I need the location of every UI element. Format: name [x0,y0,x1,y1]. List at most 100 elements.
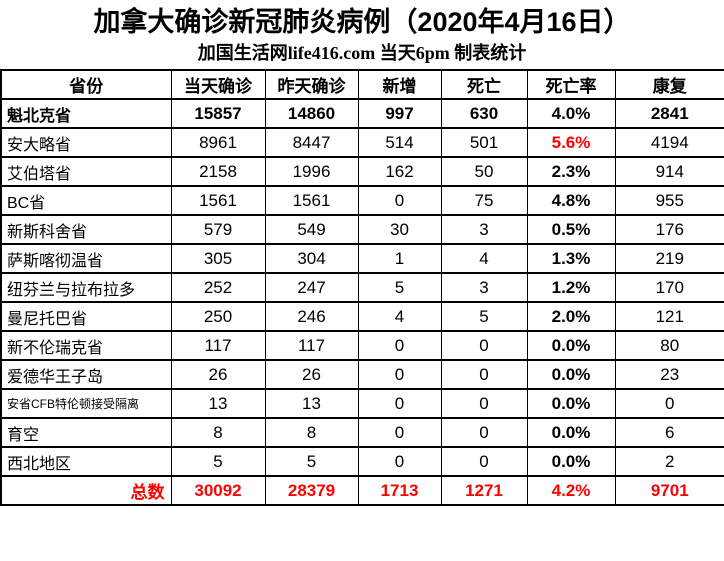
death-rate-cell: 5.6% [526,127,616,158]
column-header-3: 新增 [357,69,442,100]
new-cell: 30 [357,214,442,245]
recovered-cell: 4194 [614,127,724,158]
deaths-cell: 0 [440,388,528,419]
table-row: 萨斯喀彻温省 305 304 1 4 1.3% 219 [0,243,724,274]
province-name-cell: 安省CFB特伦顿接受隔离 [0,388,172,419]
covid-cases-table: 省份 当天确诊 昨天确诊 新增 死亡 死亡率 康复 魁北克省 15857 14860 997 630… [0,69,724,506]
new-cell: 0 [357,185,442,216]
deaths-cell: 75 [440,185,528,216]
yesterday-cell: 14860 [264,98,359,129]
new-cell: 4 [357,301,442,332]
today-cell: 13 [170,388,266,419]
table-row: 安省CFB特伦顿接受隔离 13 13 0 0 0.0% 0 [0,388,724,419]
death-rate-cell: 0.0% [526,417,616,448]
province-name-cell: 爱德华王子岛 [0,359,172,390]
total-deaths-cell: 1271 [440,475,528,506]
death-rate-cell: 0.5% [526,214,616,245]
recovered-cell: 955 [614,185,724,216]
province-name-cell: 新斯科舍省 [0,214,172,245]
recovered-cell: 914 [614,156,724,187]
recovered-cell: 2 [614,446,724,477]
yesterday-cell: 26 [264,359,359,390]
total-new-cell: 1713 [357,475,442,506]
today-cell: 250 [170,301,266,332]
table-body: 魁北克省 15857 14860 997 630 4.0% 2841 安大略省 8961 8447… [0,98,724,506]
page-title: 加拿大确诊新冠肺炎病例（2020年4月16日） [93,7,631,37]
total-today-cell: 30092 [170,475,266,506]
table-row: BC省 1561 1561 0 75 4.8% 955 [0,185,724,216]
new-cell: 0 [357,330,442,361]
column-header-4: 死亡 [440,69,528,100]
death-rate-cell: 2.3% [526,156,616,187]
province-name-cell: BC省 [0,185,172,216]
recovered-cell: 176 [614,214,724,245]
deaths-cell: 0 [440,359,528,390]
table-row: 西北地区 5 5 0 0 0.0% 2 [0,446,724,477]
deaths-cell: 0 [440,446,528,477]
today-cell: 1561 [170,185,266,216]
new-cell: 997 [357,98,442,129]
new-cell: 514 [357,127,442,158]
recovered-cell: 2841 [614,98,724,129]
today-cell: 15857 [170,98,266,129]
column-header-6: 康复 [614,69,724,100]
new-cell: 162 [357,156,442,187]
new-cell: 5 [357,272,442,303]
province-name-cell: 安大略省 [0,127,172,158]
yesterday-cell: 304 [264,243,359,274]
province-name-cell: 魁北克省 [0,98,172,129]
province-name-cell: 新不伦瑞克省 [0,330,172,361]
deaths-cell: 0 [440,330,528,361]
recovered-cell: 121 [614,301,724,332]
total-recovered-cell: 9701 [614,475,724,506]
today-cell: 26 [170,359,266,390]
new-cell: 1 [357,243,442,274]
today-cell: 305 [170,243,266,274]
recovered-cell: 170 [614,272,724,303]
table-row: 爱德华王子岛 26 26 0 0 0.0% 23 [0,359,724,390]
today-cell: 5 [170,446,266,477]
yesterday-cell: 117 [264,330,359,361]
new-cell: 0 [357,446,442,477]
new-cell: 0 [357,388,442,419]
yesterday-cell: 1561 [264,185,359,216]
deaths-cell: 3 [440,214,528,245]
deaths-cell: 501 [440,127,528,158]
yesterday-cell: 246 [264,301,359,332]
total-yesterday-cell: 28379 [264,475,359,506]
death-rate-cell: 4.0% [526,98,616,129]
column-header-5: 死亡率 [526,69,616,100]
today-cell: 117 [170,330,266,361]
province-name-cell: 艾伯塔省 [0,156,172,187]
deaths-cell: 3 [440,272,528,303]
province-name-cell: 纽芬兰与拉布拉多 [0,272,172,303]
deaths-cell: 630 [440,98,528,129]
today-cell: 579 [170,214,266,245]
province-name-cell: 育空 [0,417,172,448]
death-rate-cell: 2.0% [526,301,616,332]
recovered-cell: 0 [614,388,724,419]
province-name-cell: 曼尼托巴省 [0,301,172,332]
today-cell: 252 [170,272,266,303]
deaths-cell: 5 [440,301,528,332]
death-rate-cell: 0.0% [526,388,616,419]
deaths-cell: 50 [440,156,528,187]
death-rate-cell: 1.2% [526,272,616,303]
death-rate-cell: 4.8% [526,185,616,216]
recovered-cell: 23 [614,359,724,390]
table-row: 新不伦瑞克省 117 117 0 0 0.0% 80 [0,330,724,361]
recovered-cell: 6 [614,417,724,448]
table-row: 纽芬兰与拉布拉多 252 247 5 3 1.2% 170 [0,272,724,303]
table-row: 艾伯塔省 2158 1996 162 50 2.3% 914 [0,156,724,187]
recovered-cell: 80 [614,330,724,361]
today-cell: 8961 [170,127,266,158]
yesterday-cell: 549 [264,214,359,245]
total-row: 总数 30092 28379 1713 1271 4.2% 9701 [0,475,724,506]
column-header-0: 省份 [0,69,172,100]
table-row: 魁北克省 15857 14860 997 630 4.0% 2841 [0,98,724,129]
page-subtitle: 加国生活网life416.com 当天6pm 制表统计 [197,43,527,63]
new-cell: 0 [357,359,442,390]
yesterday-cell: 247 [264,272,359,303]
today-cell: 2158 [170,156,266,187]
